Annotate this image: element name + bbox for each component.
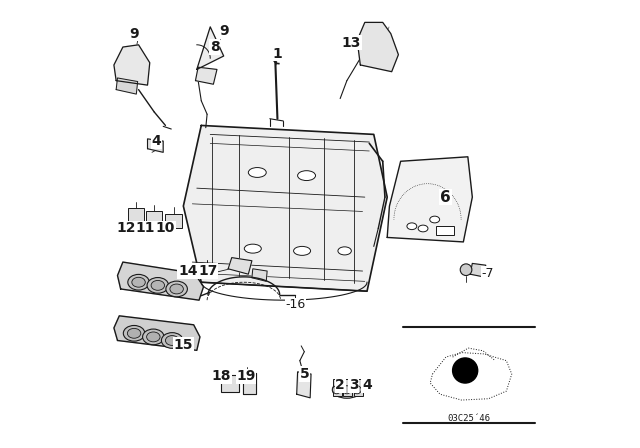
Text: 10: 10	[156, 221, 175, 236]
Text: 5: 5	[300, 367, 309, 381]
Ellipse shape	[407, 223, 417, 230]
Ellipse shape	[151, 280, 164, 290]
Polygon shape	[195, 67, 217, 84]
Ellipse shape	[166, 336, 179, 345]
Polygon shape	[470, 263, 486, 277]
Ellipse shape	[147, 332, 160, 342]
Bar	[165, 214, 182, 228]
Ellipse shape	[132, 277, 145, 287]
Text: 3: 3	[349, 378, 358, 392]
Text: 17: 17	[198, 264, 218, 278]
Circle shape	[452, 358, 477, 383]
Ellipse shape	[418, 225, 428, 232]
Text: 11: 11	[136, 221, 155, 236]
Polygon shape	[116, 78, 138, 94]
Text: 4: 4	[362, 378, 372, 392]
Polygon shape	[243, 373, 257, 394]
Ellipse shape	[294, 246, 310, 255]
Polygon shape	[197, 27, 224, 69]
Ellipse shape	[127, 328, 141, 338]
Text: 03C25´46: 03C25´46	[448, 414, 491, 423]
Circle shape	[460, 264, 472, 276]
Polygon shape	[114, 316, 200, 350]
Polygon shape	[198, 264, 217, 277]
Ellipse shape	[166, 281, 188, 297]
Text: -7: -7	[482, 267, 494, 280]
Text: 15: 15	[173, 338, 193, 352]
Circle shape	[353, 386, 361, 394]
Circle shape	[343, 386, 351, 394]
Ellipse shape	[143, 329, 164, 345]
Text: 6: 6	[440, 190, 451, 205]
Polygon shape	[387, 157, 472, 242]
Polygon shape	[357, 22, 398, 72]
Polygon shape	[114, 45, 150, 85]
Ellipse shape	[147, 278, 168, 293]
Bar	[146, 211, 163, 225]
Ellipse shape	[298, 171, 316, 181]
Text: 13: 13	[342, 35, 361, 50]
Ellipse shape	[128, 274, 149, 290]
Ellipse shape	[161, 332, 183, 349]
Ellipse shape	[338, 247, 351, 255]
Text: 19: 19	[236, 369, 256, 383]
Text: -16: -16	[285, 298, 305, 311]
Ellipse shape	[244, 244, 261, 253]
Bar	[128, 208, 145, 222]
Text: 12: 12	[116, 221, 136, 236]
Text: 2: 2	[335, 378, 345, 392]
Text: 18: 18	[212, 369, 231, 383]
Bar	[333, 379, 342, 396]
Polygon shape	[118, 262, 204, 300]
Polygon shape	[228, 258, 252, 274]
Polygon shape	[184, 125, 387, 291]
Bar	[343, 379, 352, 396]
Text: 14: 14	[178, 264, 198, 278]
Bar	[354, 379, 363, 396]
Text: 9: 9	[129, 26, 139, 41]
Polygon shape	[148, 139, 163, 152]
Bar	[436, 226, 454, 235]
Ellipse shape	[124, 325, 145, 341]
Polygon shape	[297, 372, 311, 398]
Circle shape	[333, 386, 340, 394]
Polygon shape	[252, 269, 267, 281]
Text: 1: 1	[273, 47, 282, 61]
Ellipse shape	[248, 168, 266, 177]
Ellipse shape	[430, 216, 440, 223]
Ellipse shape	[332, 381, 362, 398]
Text: 9: 9	[219, 24, 228, 39]
Bar	[221, 375, 239, 392]
Ellipse shape	[170, 284, 184, 294]
Text: 8: 8	[210, 40, 220, 54]
Text: 4: 4	[152, 134, 161, 148]
